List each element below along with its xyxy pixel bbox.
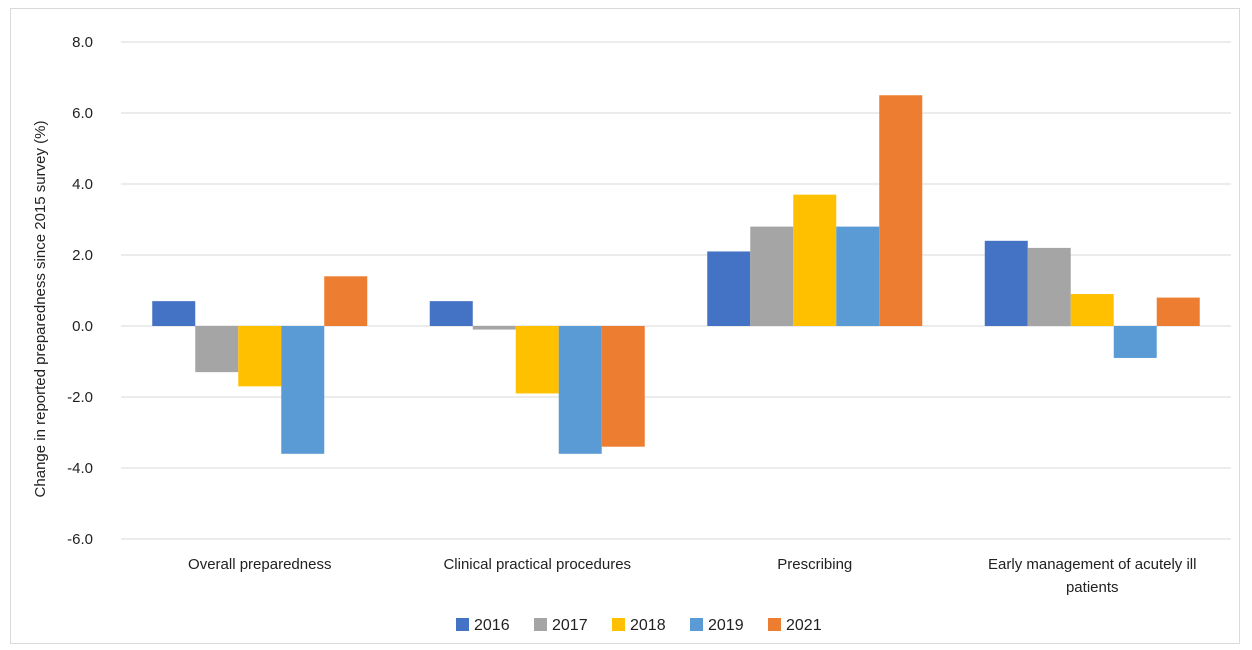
legend-swatch-2021 bbox=[768, 618, 781, 631]
y-tick-label: -4.0 bbox=[67, 460, 93, 477]
bar-2017-1 bbox=[472, 326, 516, 330]
bar-2021-1 bbox=[601, 326, 645, 447]
bar-2016-0 bbox=[152, 301, 196, 326]
bar-2016-1 bbox=[429, 301, 473, 326]
category-label: Overall preparedness bbox=[188, 556, 331, 573]
y-tick-label: 0.0 bbox=[72, 318, 93, 335]
legend-swatch-2019 bbox=[690, 618, 703, 631]
bar-2018-3 bbox=[1070, 294, 1114, 326]
bar-2018-0 bbox=[238, 326, 282, 387]
y-tick-label: 6.0 bbox=[72, 105, 93, 122]
bar-2021-0 bbox=[324, 276, 368, 326]
category-labels: Overall preparedness Clinical practical p… bbox=[188, 556, 1196, 596]
bar-2018-2 bbox=[793, 194, 837, 326]
bar-2019-0 bbox=[281, 326, 325, 454]
bar-2017-2 bbox=[750, 226, 794, 326]
y-tick-label: 2.0 bbox=[72, 247, 93, 264]
legend-label: 2021 bbox=[786, 617, 822, 634]
category-label: Early management of acutely ill bbox=[988, 556, 1196, 573]
bar-2019-2 bbox=[836, 226, 880, 326]
bar-2019-3 bbox=[1113, 326, 1157, 358]
y-tick-label: -2.0 bbox=[67, 389, 93, 406]
bar-2017-3 bbox=[1027, 247, 1071, 326]
y-axis-label: Change in reported preparedness since 20… bbox=[32, 121, 49, 498]
bar-2021-3 bbox=[1156, 297, 1200, 326]
legend-swatch-2017 bbox=[534, 618, 547, 631]
bar-2016-2 bbox=[707, 251, 751, 326]
bar-chart: 8.0 6.0 4.0 2.0 0.0 -2.0 -4.0 -6.0 Overall prep… bbox=[32, 34, 1231, 634]
legend-label: 2016 bbox=[474, 617, 510, 634]
bar-2021-2 bbox=[879, 95, 923, 326]
legend-label: 2019 bbox=[708, 617, 744, 634]
bar-2017-0 bbox=[195, 326, 239, 373]
category-label: Clinical practical procedures bbox=[443, 556, 631, 573]
legend-label: 2017 bbox=[552, 617, 588, 634]
y-tick-labels: 8.0 6.0 4.0 2.0 0.0 -2.0 -4.0 -6.0 bbox=[67, 34, 93, 548]
bar-2019-1 bbox=[558, 326, 602, 454]
legend: 2016 2017 2018 2019 2021 bbox=[456, 617, 822, 634]
legend-swatch-2018 bbox=[612, 618, 625, 631]
y-tick-label: 8.0 bbox=[72, 34, 93, 51]
bars bbox=[152, 95, 1200, 454]
legend-label: 2018 bbox=[630, 617, 666, 634]
y-tick-label: -6.0 bbox=[67, 531, 93, 548]
category-label: Prescribing bbox=[777, 556, 852, 573]
chart-frame: 8.0 6.0 4.0 2.0 0.0 -2.0 -4.0 -6.0 Overall prep… bbox=[10, 8, 1240, 644]
bar-2018-1 bbox=[515, 326, 559, 394]
bar-2016-3 bbox=[984, 240, 1028, 326]
legend-swatch-2016 bbox=[456, 618, 469, 631]
category-label: patients bbox=[1066, 579, 1119, 596]
y-tick-label: 4.0 bbox=[72, 176, 93, 193]
